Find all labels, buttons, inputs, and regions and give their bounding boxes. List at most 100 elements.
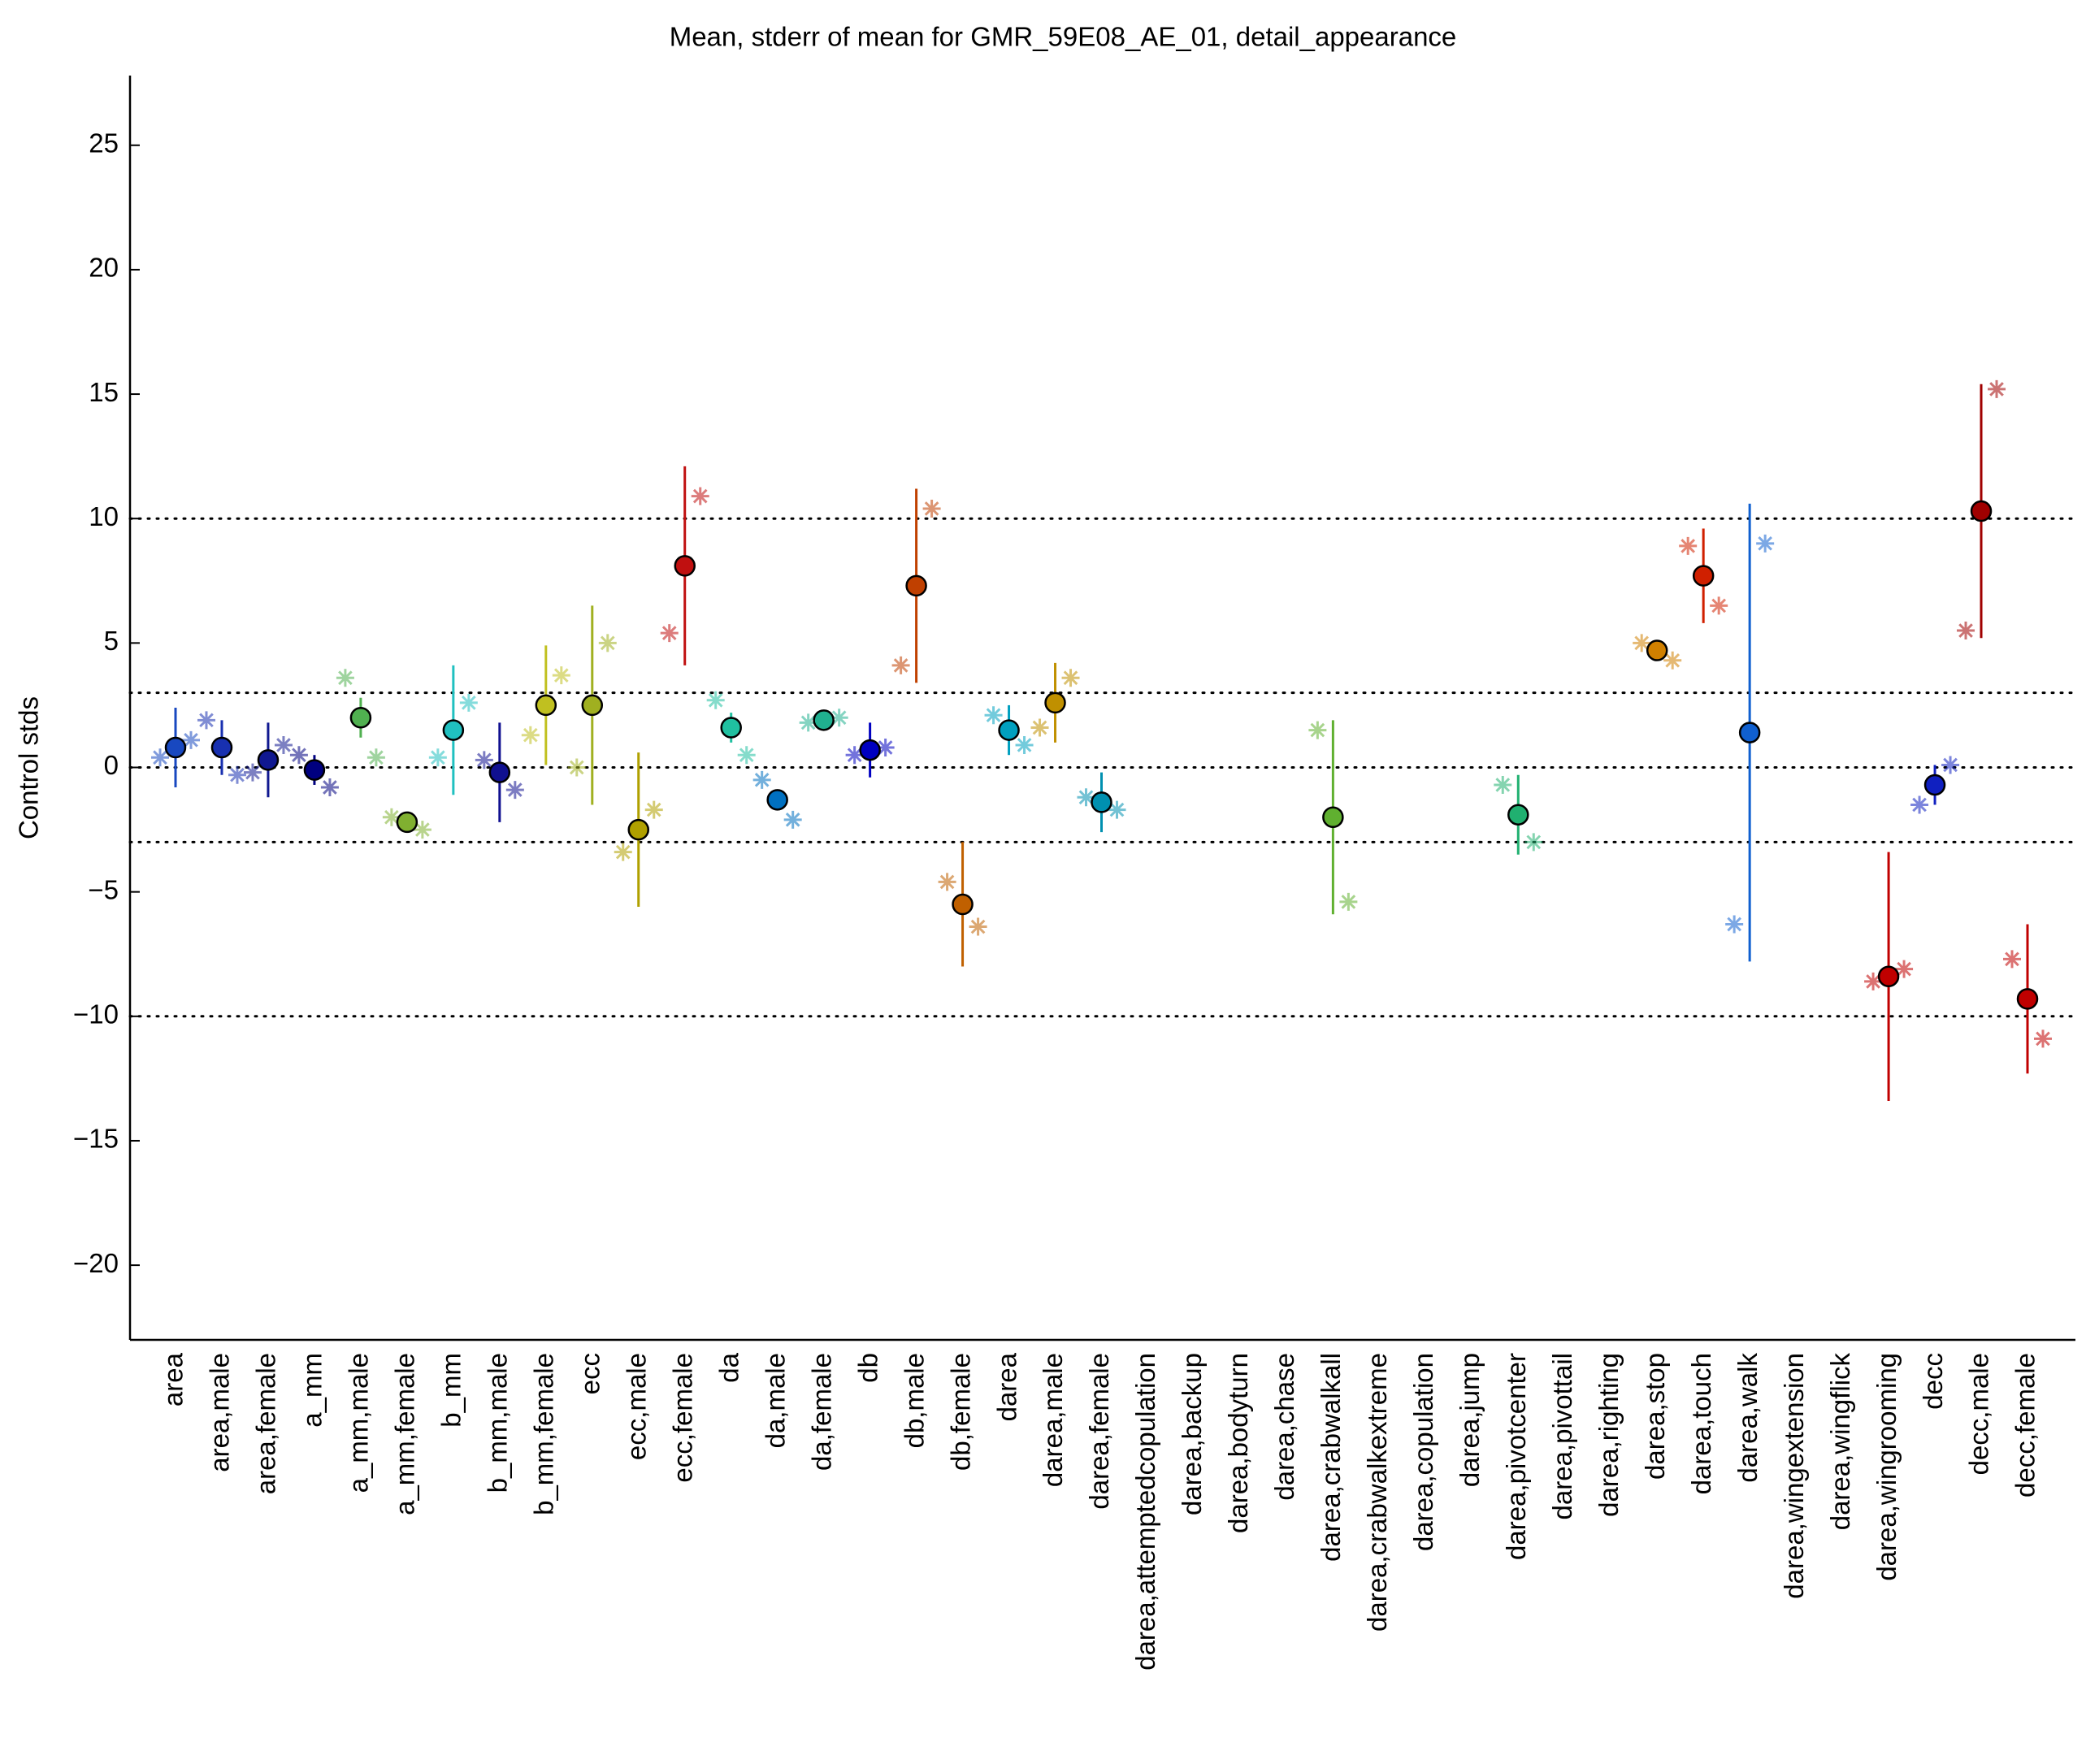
left-marker xyxy=(1679,536,1698,555)
left-marker xyxy=(1077,788,1095,807)
x-tick-label: b_mm,male xyxy=(483,1353,513,1493)
right-marker xyxy=(1988,379,2006,398)
x-tick-label: darea,jump xyxy=(1455,1353,1485,1487)
x-tick-label: darea,bodyturn xyxy=(1223,1353,1253,1533)
x-tick-label: b_mm xyxy=(436,1353,466,1428)
left-marker xyxy=(336,669,354,687)
left-marker xyxy=(1864,972,1883,990)
mean-marker xyxy=(303,759,326,781)
x-tick-label: db,female xyxy=(945,1353,975,1471)
x-tick-label: darea xyxy=(991,1352,1021,1421)
mean-marker xyxy=(1507,804,1529,826)
left-marker xyxy=(1633,634,1651,652)
x-tick-label: darea,stop xyxy=(1640,1353,1670,1480)
right-marker xyxy=(1710,596,1728,615)
x-tick-label: area xyxy=(158,1352,189,1406)
right-marker xyxy=(598,634,617,652)
x-tick-label: darea,chase xyxy=(1269,1353,1299,1501)
mean-marker xyxy=(257,749,280,771)
mean-marker xyxy=(581,694,604,717)
right-marker xyxy=(366,748,385,767)
left-marker xyxy=(891,656,910,674)
y-tick-label: 0 xyxy=(104,750,119,780)
left-marker xyxy=(428,748,447,767)
x-tick-label: darea,pivotcenter xyxy=(1501,1353,1531,1560)
mean-marker xyxy=(952,893,974,916)
x-tick-label: db,male xyxy=(899,1353,929,1448)
mean-marker xyxy=(627,818,649,841)
mean-marker xyxy=(674,555,696,577)
mean-marker xyxy=(349,707,372,729)
mean-marker xyxy=(1923,774,1946,796)
mean-marker xyxy=(1692,565,1715,587)
right-marker xyxy=(505,781,524,800)
x-tick-label: a_mm,male xyxy=(344,1353,374,1493)
mean-marker xyxy=(535,694,557,717)
right-marker xyxy=(876,739,895,757)
mean-marker xyxy=(1877,965,1900,988)
left-marker xyxy=(614,843,632,861)
x-tick-label: a_mm xyxy=(297,1353,327,1428)
left-marker xyxy=(1725,915,1744,934)
mean-marker xyxy=(1044,691,1066,714)
mean-marker xyxy=(998,719,1020,741)
left-marker xyxy=(984,706,1003,725)
x-tick-label: darea,backup xyxy=(1177,1353,1207,1515)
x-tick-label: darea,copulation xyxy=(1408,1353,1438,1551)
mean-marker xyxy=(859,739,881,761)
left-marker xyxy=(1030,718,1049,737)
y-tick-label: −5 xyxy=(88,874,119,904)
left-marker xyxy=(2003,950,2021,969)
x-tick-label: darea,crabwalkall xyxy=(1316,1353,1346,1562)
x-tick-label: da xyxy=(713,1352,744,1382)
x-tick-label: darea,female xyxy=(1084,1353,1114,1510)
left-marker xyxy=(799,713,817,732)
left-marker xyxy=(567,758,586,777)
left-marker xyxy=(1957,622,1975,640)
right-marker xyxy=(644,800,663,819)
mean-marker xyxy=(766,789,788,811)
right-marker xyxy=(691,487,709,505)
right-marker xyxy=(1061,669,1080,687)
y-tick-label: −20 xyxy=(73,1248,119,1278)
right-marker xyxy=(1756,534,1775,553)
left-marker xyxy=(938,873,956,891)
x-tick-label: darea,male xyxy=(1038,1353,1068,1487)
left-marker xyxy=(289,746,308,765)
left-marker xyxy=(1494,775,1512,794)
x-tick-label: darea,pivottail xyxy=(1547,1353,1577,1519)
right-marker xyxy=(1941,756,1960,774)
chart-title: Mean, stderr of mean for GMR_59E08_AE_01… xyxy=(670,22,1457,52)
x-tick-label: ecc,male xyxy=(621,1353,651,1460)
mean-marker xyxy=(905,574,927,597)
x-tick-label: decc,female xyxy=(2010,1353,2040,1497)
right-marker xyxy=(274,735,293,754)
left-marker xyxy=(660,624,679,643)
x-tick-label: da,female xyxy=(806,1353,836,1471)
x-tick-label: ecc xyxy=(575,1353,605,1394)
right-marker xyxy=(1108,800,1126,819)
right-marker xyxy=(737,746,756,765)
x-tick-label: darea,touch xyxy=(1686,1353,1716,1494)
x-tick-label: darea,walk xyxy=(1733,1353,1763,1483)
y-tick-label: 10 xyxy=(89,501,119,531)
left-marker xyxy=(475,751,493,769)
mean-marker xyxy=(2016,988,2039,1010)
x-tick-label: decc xyxy=(1918,1353,1948,1410)
x-tick-label: da,male xyxy=(760,1353,790,1448)
mean-marker xyxy=(442,719,465,741)
left-marker xyxy=(151,748,169,767)
right-marker xyxy=(830,709,848,727)
x-tick-label: db xyxy=(852,1353,883,1383)
right-marker xyxy=(228,765,246,784)
mean-marker xyxy=(164,736,187,759)
left-marker xyxy=(521,726,540,744)
x-tick-label: darea,wingflick xyxy=(1825,1353,1855,1531)
mean-marker xyxy=(1738,722,1761,743)
right-marker xyxy=(2034,1029,2052,1048)
mean-marker xyxy=(1322,806,1344,829)
mean-marker xyxy=(1970,500,1993,522)
left-marker xyxy=(197,711,215,730)
right-marker xyxy=(969,917,987,936)
